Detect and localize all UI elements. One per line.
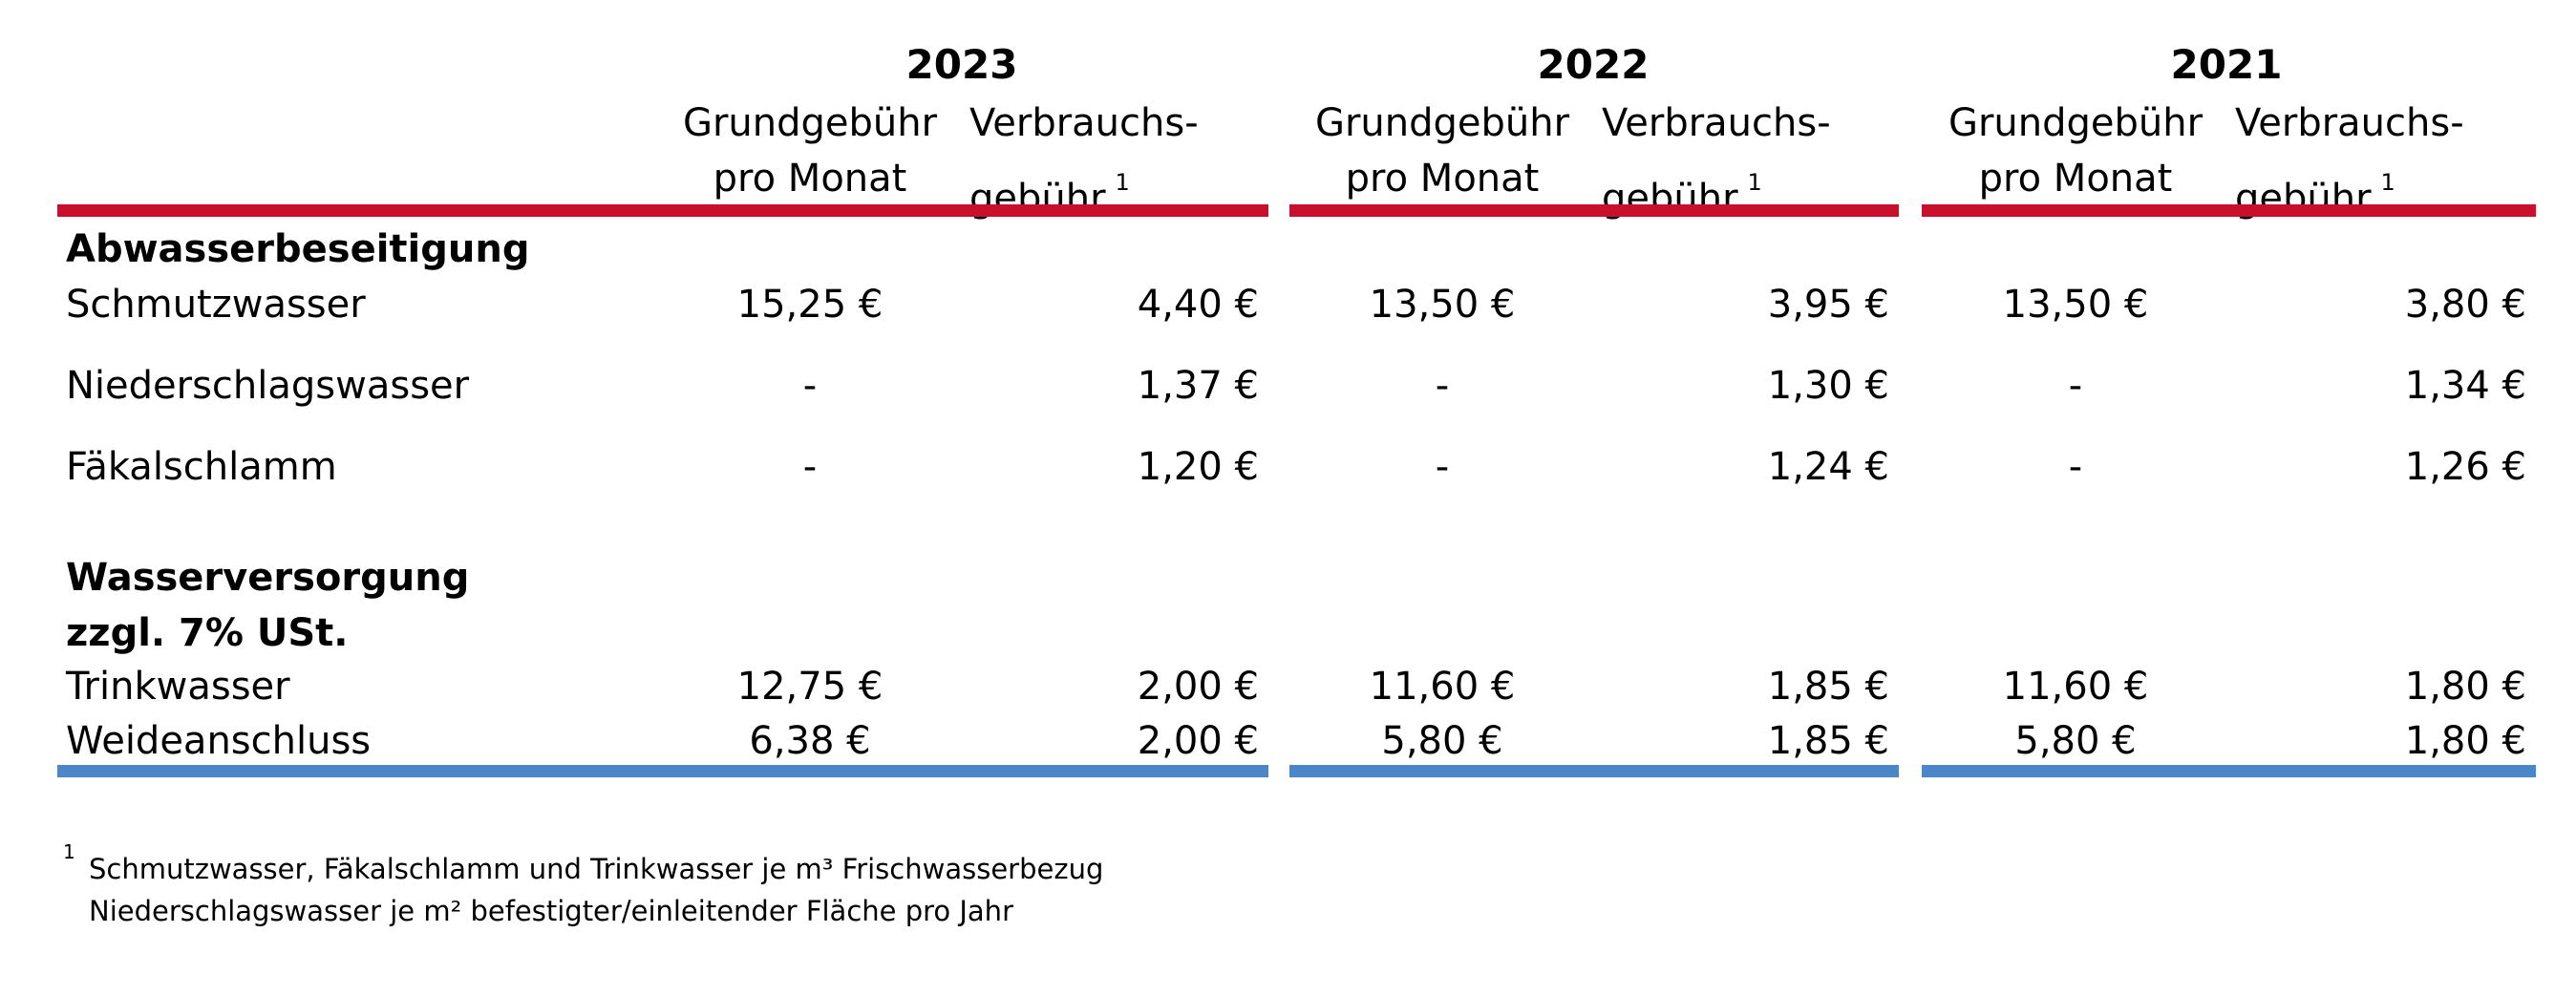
grundgebuehr-cell: 11,60 € [1369, 665, 1516, 709]
header-rule-2021 [1922, 204, 2536, 217]
grund-header-line2: pro Monat [1978, 157, 2173, 201]
verbrauchsgebuehr-cell: 1,85 € [1767, 665, 1889, 709]
section-title-wasser: Wasserversorgung [66, 556, 470, 600]
header-rule-2022 [1289, 204, 1899, 217]
verbrauchsgebuehr-cell: 2,00 € [1137, 665, 1259, 709]
grundgebuehr-cell: - [802, 445, 818, 489]
footnote-ref: 1 [1747, 169, 1762, 196]
verbrauchsgebuehr-cell: 1,34 € [2404, 364, 2526, 408]
grundgebuehr-cell: - [802, 364, 818, 408]
grundgebuehr-cell: 12,75 € [736, 665, 884, 709]
grundgebuehr-cell: 15,25 € [736, 283, 884, 327]
bottom-rule-2023 [57, 765, 1268, 777]
verbrauchsgebuehr-cell: 1,26 € [2404, 445, 2526, 489]
grundgebuehr-cell: 5,80 € [1381, 719, 1503, 763]
grundgebuehr-cell: 13,50 € [2002, 283, 2149, 327]
footnote-line1: Schmutzwasser, Fäkalschlamm und Trinkwas… [89, 853, 1104, 885]
year-header-2021: 2021 [2170, 41, 2283, 88]
verbrauchsgebuehr-cell: 1,80 € [2404, 665, 2526, 709]
grundgebuehr-cell: 13,50 € [1369, 283, 1516, 327]
grund-header-line2: pro Monat [713, 157, 907, 201]
verbrauchsgebuehr-cell: 1,20 € [1137, 445, 1259, 489]
verbrauchsgebuehr-cell: 1,80 € [2404, 719, 2526, 763]
grundgebuehr-cell: - [1435, 445, 1450, 489]
grund-header-line2: pro Monat [1345, 157, 1540, 201]
year-header-2022: 2022 [1537, 41, 1650, 88]
footnote-ref: 1 [2380, 169, 2395, 196]
grundgebuehr-cell: - [2068, 445, 2083, 489]
verbrauchsgebuehr-cell: 1,85 € [1767, 719, 1889, 763]
verbrauchsgebuehr-cell: 1,24 € [1767, 445, 1889, 489]
grundgebuehr-cell: - [2068, 364, 2083, 408]
row-label-schmutzwasser: Schmutzwasser [66, 283, 366, 327]
row-label-trinkwasser: Trinkwasser [66, 665, 290, 709]
verbrauchsgebuehr-cell: 1,37 € [1137, 364, 1259, 408]
bottom-rule-2022 [1289, 765, 1899, 777]
verbrauchsgebuehr-cell: 3,95 € [1767, 283, 1889, 327]
grund-header-line1: Grundgebühr [682, 101, 938, 145]
section-subtitle-ust: zzgl. 7% USt. [66, 611, 349, 655]
section-title-abwasser: Abwasserbeseitigung [66, 227, 530, 271]
verb-header-line1: Verbrauchs- [969, 101, 1199, 145]
grund-header-line1: Grundgebühr [1314, 101, 1570, 145]
header-rule-2023 [57, 204, 1268, 217]
footnote-marker: 1 [63, 840, 75, 863]
row-label-weideanschluss: Weideanschluss [66, 719, 372, 763]
verb-header-line1: Verbrauchs- [2235, 101, 2464, 145]
verbrauchsgebuehr-cell: 2,00 € [1137, 719, 1259, 763]
footnote-line2: Niederschlagswasser je m² befestigter/ei… [89, 895, 1013, 927]
grundgebuehr-cell: 6,38 € [749, 719, 871, 763]
year-header-2023: 2023 [905, 41, 1018, 88]
verbrauchsgebuehr-cell: 3,80 € [2404, 283, 2526, 327]
row-label-niederschlagswasser: Niederschlagswasser [66, 364, 470, 408]
footnote-ref: 1 [1115, 169, 1130, 196]
grund-header-line1: Grundgebühr [1948, 101, 2203, 145]
verbrauchsgebuehr-cell: 4,40 € [1137, 283, 1259, 327]
verbrauchsgebuehr-cell: 1,30 € [1767, 364, 1889, 408]
verb-header-line1: Verbrauchs- [1602, 101, 1831, 145]
grundgebuehr-cell: 5,80 € [2014, 719, 2137, 763]
grundgebuehr-cell: 11,60 € [2002, 665, 2149, 709]
grundgebuehr-cell: - [1435, 364, 1450, 408]
bottom-rule-2021 [1922, 765, 2536, 777]
row-label-faekalschlamm: Fäkalschlamm [66, 445, 337, 489]
